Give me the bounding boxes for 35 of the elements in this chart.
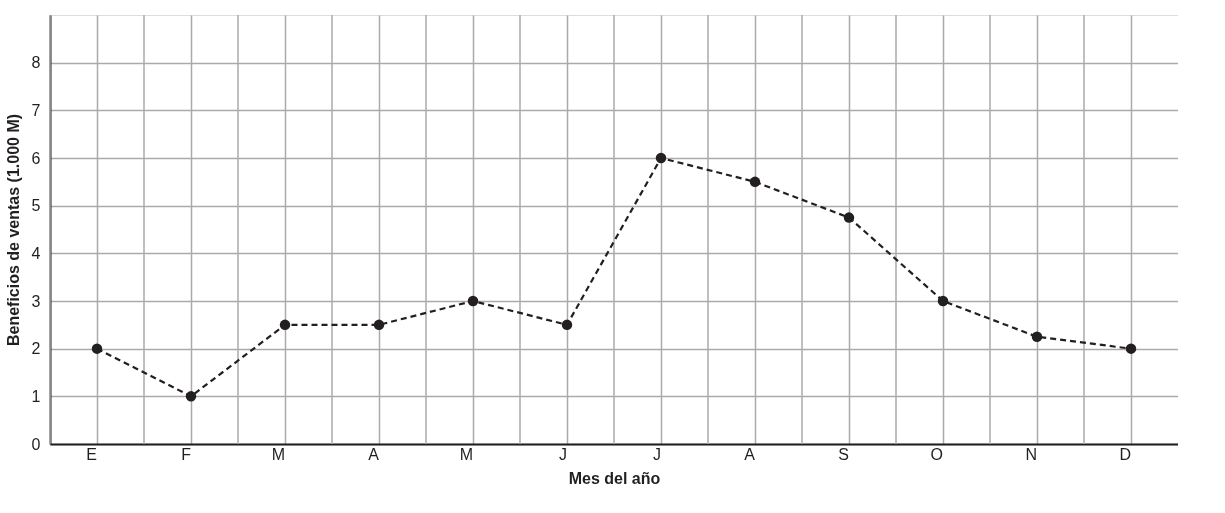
point	[843, 212, 855, 223]
x-tick-label: M	[271, 445, 285, 463]
point	[561, 319, 573, 331]
point	[91, 343, 103, 354]
point	[1031, 331, 1043, 342]
point	[467, 295, 479, 307]
y-tick-label: 0	[31, 435, 41, 453]
x-tick-label: S	[838, 445, 849, 463]
y-tick-label: 1	[31, 387, 41, 405]
point	[279, 319, 291, 331]
x-tick-label: O	[930, 445, 943, 463]
x-tick-label: M	[459, 445, 473, 463]
point	[937, 295, 949, 307]
y-tick-label: 8	[31, 54, 41, 72]
x-tick-label: F	[181, 445, 192, 463]
y-tick-label: 4	[31, 244, 41, 262]
x-tick-label: N	[1025, 445, 1037, 463]
point	[185, 391, 197, 402]
y-tick-label: 3	[31, 292, 41, 310]
x-tick-label: A	[368, 445, 380, 463]
x-tick-label: J	[653, 445, 661, 463]
x-tick-label: D	[1119, 445, 1131, 463]
point	[749, 176, 761, 188]
y-tick-label: 7	[31, 101, 41, 119]
y-tick-label: 5	[31, 197, 41, 215]
y-tick-label: 6	[31, 149, 41, 167]
x-tick-label: E	[86, 445, 97, 463]
x-axis-title: Mes del año	[568, 469, 661, 487]
point	[373, 319, 385, 331]
x-tick-label: J	[559, 445, 567, 463]
y-tick-label: 2	[31, 340, 41, 358]
point	[1125, 343, 1137, 354]
point	[655, 152, 667, 164]
x-tick-label: A	[744, 445, 756, 463]
y-axis-title: Beneficios de ventas (1.000 M)	[4, 113, 22, 347]
